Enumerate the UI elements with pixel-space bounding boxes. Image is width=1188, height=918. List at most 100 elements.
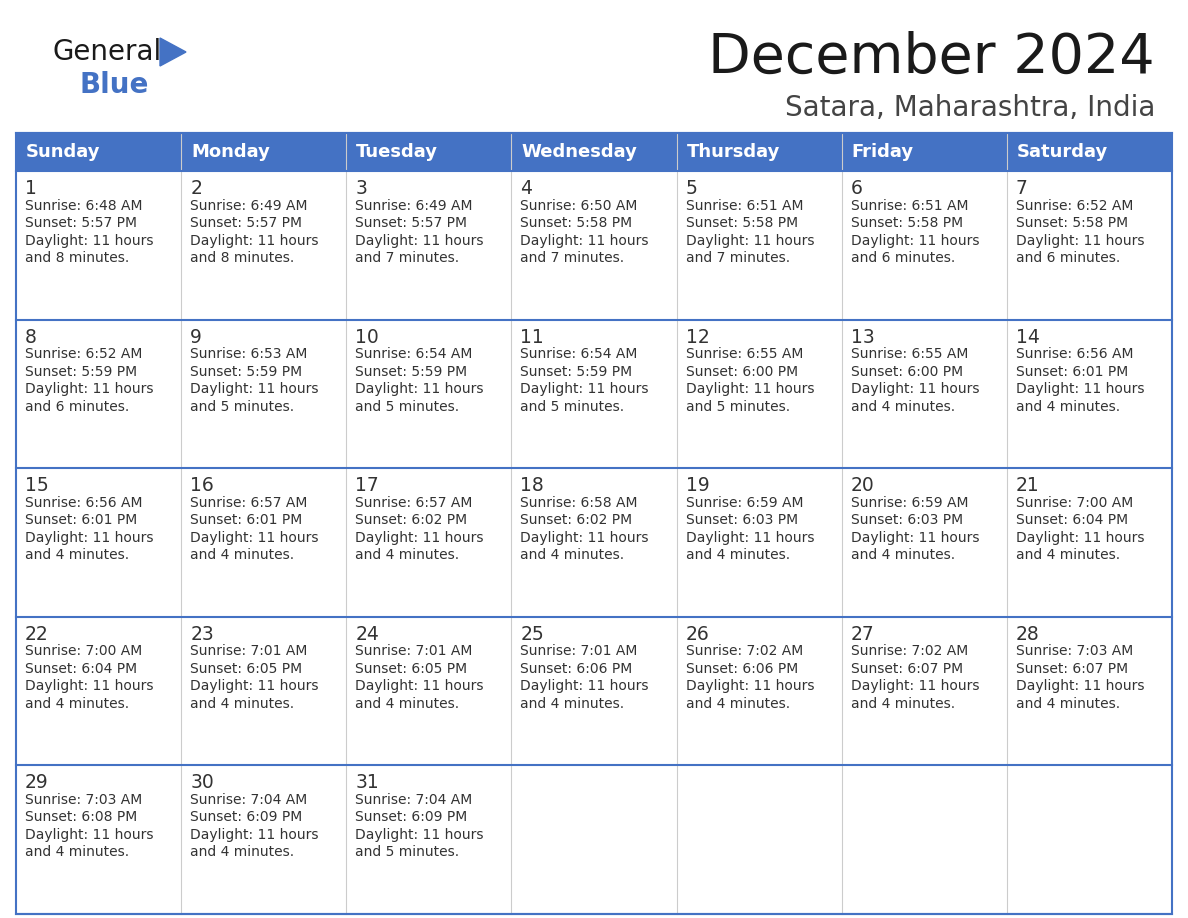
Text: Sunrise: 7:03 AM: Sunrise: 7:03 AM	[25, 793, 143, 807]
Text: and 5 minutes.: and 5 minutes.	[520, 399, 625, 414]
Text: Daylight: 11 hours: Daylight: 11 hours	[851, 382, 979, 396]
Text: Daylight: 11 hours: Daylight: 11 hours	[520, 382, 649, 396]
Text: Daylight: 11 hours: Daylight: 11 hours	[685, 382, 814, 396]
Text: Sunrise: 6:55 AM: Sunrise: 6:55 AM	[851, 347, 968, 361]
Text: 4: 4	[520, 179, 532, 198]
Text: Sunset: 6:06 PM: Sunset: 6:06 PM	[520, 662, 633, 676]
Text: Sunrise: 6:49 AM: Sunrise: 6:49 AM	[355, 198, 473, 212]
Text: 31: 31	[355, 773, 379, 792]
Text: Daylight: 11 hours: Daylight: 11 hours	[355, 382, 484, 396]
Text: Daylight: 11 hours: Daylight: 11 hours	[851, 679, 979, 693]
Text: 30: 30	[190, 773, 214, 792]
Text: Sunset: 6:02 PM: Sunset: 6:02 PM	[355, 513, 467, 527]
Text: Daylight: 11 hours: Daylight: 11 hours	[685, 233, 814, 248]
Text: 9: 9	[190, 328, 202, 347]
Text: Daylight: 11 hours: Daylight: 11 hours	[520, 679, 649, 693]
Text: Sunrise: 7:02 AM: Sunrise: 7:02 AM	[685, 644, 803, 658]
Text: and 4 minutes.: and 4 minutes.	[851, 399, 955, 414]
Bar	[15, 171, 1173, 319]
Text: Sunrise: 7:00 AM: Sunrise: 7:00 AM	[1016, 496, 1133, 509]
Text: Daylight: 11 hours: Daylight: 11 hours	[685, 679, 814, 693]
Text: and 4 minutes.: and 4 minutes.	[851, 697, 955, 711]
Text: 19: 19	[685, 476, 709, 495]
Text: Sunset: 6:07 PM: Sunset: 6:07 PM	[851, 662, 962, 676]
Bar	[15, 766, 1173, 914]
Text: Sunrise: 6:54 AM: Sunrise: 6:54 AM	[355, 347, 473, 361]
Text: Sunset: 6:08 PM: Sunset: 6:08 PM	[25, 811, 138, 824]
Text: and 4 minutes.: and 4 minutes.	[1016, 548, 1120, 562]
Text: and 4 minutes.: and 4 minutes.	[520, 697, 625, 711]
Text: Satara, Maharashtra, India: Satara, Maharashtra, India	[784, 94, 1155, 122]
Text: Daylight: 11 hours: Daylight: 11 hours	[190, 828, 318, 842]
Text: Daylight: 11 hours: Daylight: 11 hours	[851, 531, 979, 544]
Text: Sunset: 6:00 PM: Sunset: 6:00 PM	[685, 364, 797, 378]
Text: Sunrise: 6:52 AM: Sunrise: 6:52 AM	[25, 347, 143, 361]
Text: Sunrise: 7:02 AM: Sunrise: 7:02 AM	[851, 644, 968, 658]
Text: Sunset: 6:06 PM: Sunset: 6:06 PM	[685, 662, 798, 676]
Text: 16: 16	[190, 476, 214, 495]
Text: Daylight: 11 hours: Daylight: 11 hours	[1016, 382, 1144, 396]
Text: Sunset: 5:59 PM: Sunset: 5:59 PM	[355, 364, 467, 378]
Text: Sunrise: 6:49 AM: Sunrise: 6:49 AM	[190, 198, 308, 212]
Bar	[15, 133, 1173, 914]
Text: and 8 minutes.: and 8 minutes.	[190, 251, 295, 265]
Text: Wednesday: Wednesday	[522, 143, 637, 161]
Text: Sunrise: 7:03 AM: Sunrise: 7:03 AM	[1016, 644, 1133, 658]
Text: 20: 20	[851, 476, 874, 495]
Bar	[15, 617, 1173, 766]
Text: and 8 minutes.: and 8 minutes.	[25, 251, 129, 265]
Text: and 5 minutes.: and 5 minutes.	[685, 399, 790, 414]
Text: and 4 minutes.: and 4 minutes.	[851, 548, 955, 562]
Text: Daylight: 11 hours: Daylight: 11 hours	[520, 531, 649, 544]
Text: Daylight: 11 hours: Daylight: 11 hours	[190, 233, 318, 248]
Text: 10: 10	[355, 328, 379, 347]
Text: Sunrise: 6:57 AM: Sunrise: 6:57 AM	[355, 496, 473, 509]
Text: 5: 5	[685, 179, 697, 198]
Text: and 5 minutes.: and 5 minutes.	[355, 399, 460, 414]
Text: Sunset: 6:00 PM: Sunset: 6:00 PM	[851, 364, 962, 378]
Text: and 4 minutes.: and 4 minutes.	[190, 845, 295, 859]
Text: Daylight: 11 hours: Daylight: 11 hours	[1016, 531, 1144, 544]
Text: Sunset: 6:02 PM: Sunset: 6:02 PM	[520, 513, 632, 527]
Text: Daylight: 11 hours: Daylight: 11 hours	[25, 382, 153, 396]
Bar	[15, 468, 1173, 617]
Text: Daylight: 11 hours: Daylight: 11 hours	[25, 531, 153, 544]
Text: Sunset: 6:05 PM: Sunset: 6:05 PM	[355, 662, 467, 676]
Text: Sunrise: 6:53 AM: Sunrise: 6:53 AM	[190, 347, 308, 361]
Text: Sunset: 6:09 PM: Sunset: 6:09 PM	[190, 811, 303, 824]
Text: Sunset: 6:05 PM: Sunset: 6:05 PM	[190, 662, 302, 676]
Text: 2: 2	[190, 179, 202, 198]
Text: Sunrise: 6:54 AM: Sunrise: 6:54 AM	[520, 347, 638, 361]
Text: and 4 minutes.: and 4 minutes.	[190, 697, 295, 711]
Text: and 4 minutes.: and 4 minutes.	[1016, 697, 1120, 711]
Text: 14: 14	[1016, 328, 1040, 347]
Text: Sunset: 6:03 PM: Sunset: 6:03 PM	[851, 513, 962, 527]
Text: Sunrise: 6:48 AM: Sunrise: 6:48 AM	[25, 198, 143, 212]
Text: 1: 1	[25, 179, 37, 198]
Text: Sunset: 5:59 PM: Sunset: 5:59 PM	[25, 364, 137, 378]
Text: Daylight: 11 hours: Daylight: 11 hours	[190, 679, 318, 693]
Text: Sunset: 5:58 PM: Sunset: 5:58 PM	[1016, 216, 1127, 230]
Text: Sunrise: 6:56 AM: Sunrise: 6:56 AM	[25, 496, 143, 509]
Text: Sunrise: 7:04 AM: Sunrise: 7:04 AM	[190, 793, 308, 807]
Text: Daylight: 11 hours: Daylight: 11 hours	[1016, 233, 1144, 248]
Text: Monday: Monday	[191, 143, 270, 161]
Text: Sunset: 6:04 PM: Sunset: 6:04 PM	[1016, 513, 1127, 527]
Text: Sunrise: 6:55 AM: Sunrise: 6:55 AM	[685, 347, 803, 361]
Text: 25: 25	[520, 625, 544, 644]
Text: Sunset: 5:58 PM: Sunset: 5:58 PM	[520, 216, 632, 230]
Text: 24: 24	[355, 625, 379, 644]
Text: 7: 7	[1016, 179, 1028, 198]
Text: Sunday: Sunday	[26, 143, 101, 161]
Text: Sunset: 5:57 PM: Sunset: 5:57 PM	[190, 216, 302, 230]
Text: 3: 3	[355, 179, 367, 198]
Text: Sunset: 5:58 PM: Sunset: 5:58 PM	[685, 216, 797, 230]
Text: 26: 26	[685, 625, 709, 644]
Text: and 4 minutes.: and 4 minutes.	[25, 548, 129, 562]
Text: Sunset: 6:07 PM: Sunset: 6:07 PM	[1016, 662, 1127, 676]
Text: Daylight: 11 hours: Daylight: 11 hours	[1016, 679, 1144, 693]
Text: Sunrise: 6:56 AM: Sunrise: 6:56 AM	[1016, 347, 1133, 361]
Text: 11: 11	[520, 328, 544, 347]
Polygon shape	[160, 38, 187, 66]
Text: 15: 15	[25, 476, 49, 495]
